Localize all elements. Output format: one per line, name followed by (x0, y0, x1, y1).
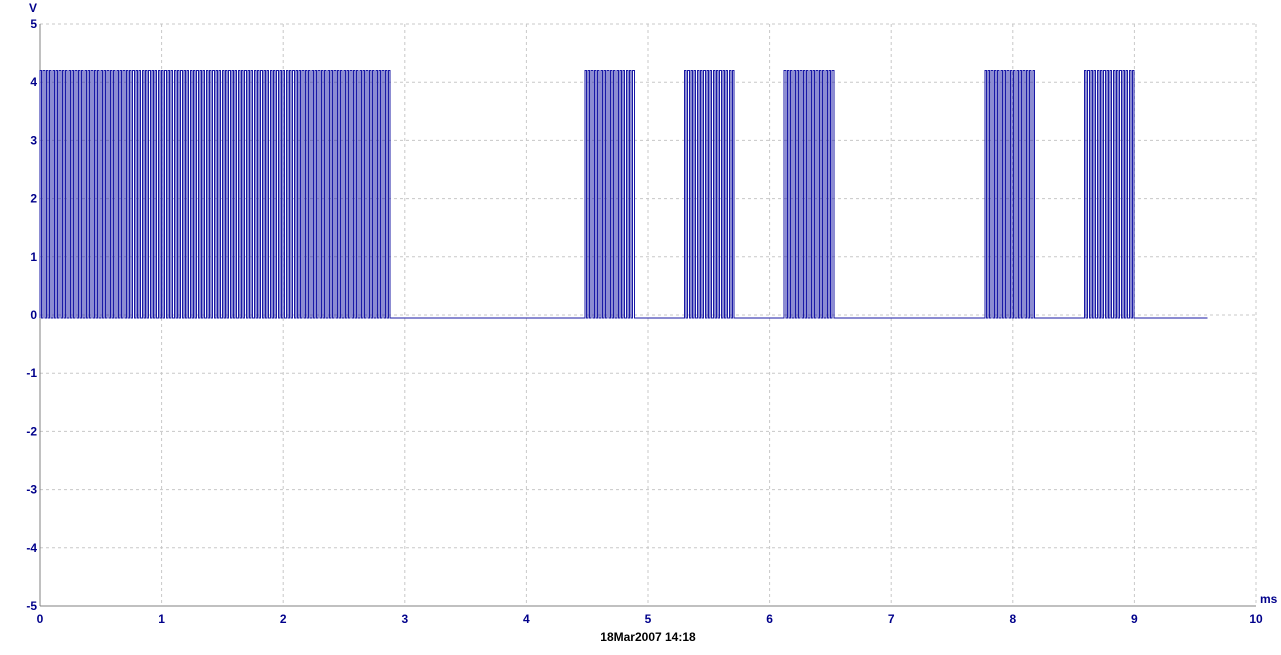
x-tick-label: 0 (37, 612, 44, 626)
y-tick-label: -4 (26, 541, 37, 555)
x-tick-label: 6 (766, 612, 773, 626)
x-unit-label: ms (1260, 592, 1278, 606)
y-tick-label: -5 (26, 599, 37, 613)
x-tick-label: 4 (523, 612, 530, 626)
signal-burst-3 (684, 71, 735, 318)
x-tick-label: 2 (280, 612, 287, 626)
signal-burst-1 (40, 71, 390, 318)
x-tick-label: 10 (1249, 612, 1263, 626)
trace-layer (39, 70, 1208, 319)
x-tick-label: 9 (1131, 612, 1138, 626)
y-tick-label: 4 (30, 75, 37, 89)
signal-burst-5 (985, 71, 1035, 318)
signal-burst-4 (784, 71, 835, 318)
signal-burst-6 (1085, 71, 1135, 318)
x-tick-label: 8 (1009, 612, 1016, 626)
y-tick-label: 3 (30, 133, 37, 147)
x-tick-label: 1 (158, 612, 165, 626)
y-tick-label: -1 (26, 366, 37, 380)
signal-burst-2 (585, 71, 636, 318)
signal-trace (39, 70, 1208, 319)
x-tick-label: 7 (888, 612, 895, 626)
y-tick-label: 1 (30, 250, 37, 264)
y-tick-label: -3 (26, 483, 37, 497)
y-tick-label: 2 (30, 192, 37, 206)
y-tick-label: 0 (30, 308, 37, 322)
y-tick-label: 5 (30, 17, 37, 31)
capture-timestamp: 18Mar2007 14:18 (600, 630, 696, 644)
y-tick-label: -2 (26, 424, 37, 438)
x-tick-label: 5 (645, 612, 652, 626)
y-unit-label: V (29, 1, 37, 15)
x-tick-label: 3 (401, 612, 408, 626)
